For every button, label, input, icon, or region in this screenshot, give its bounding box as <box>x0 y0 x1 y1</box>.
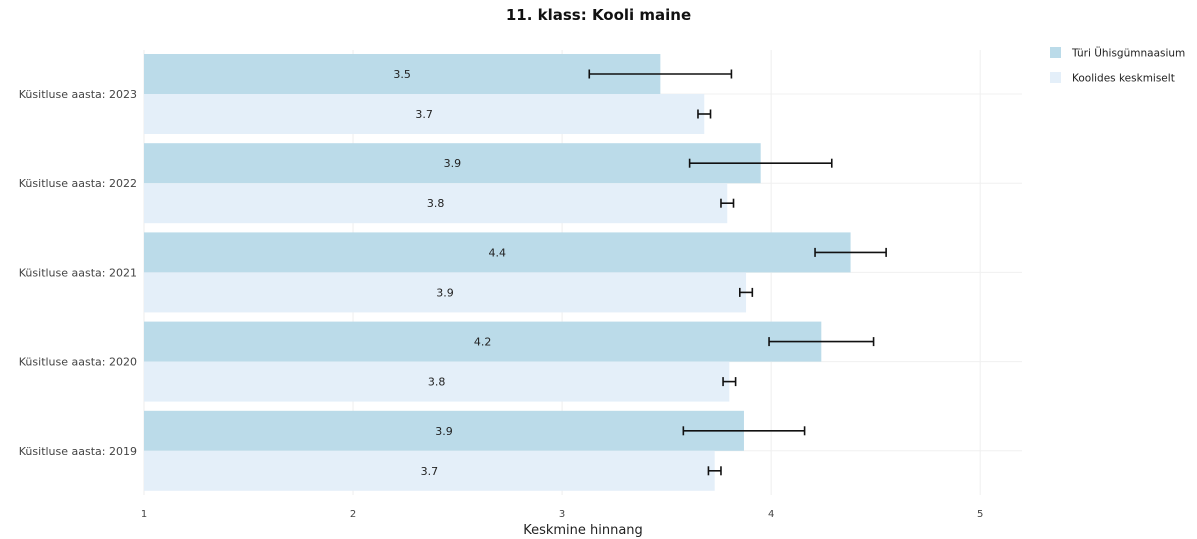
bar <box>144 232 851 273</box>
y-tick-label: Küsitluse aasta: 2022 <box>19 177 137 190</box>
bar <box>144 143 761 184</box>
x-tick-label: 5 <box>977 509 983 520</box>
data-label: 3.8 <box>427 197 445 210</box>
legend-swatch <box>1050 72 1061 83</box>
legend-swatch <box>1050 47 1061 58</box>
data-label: 3.7 <box>421 465 439 478</box>
bar <box>144 183 728 224</box>
data-label: 4.4 <box>489 246 507 259</box>
bar <box>144 272 747 313</box>
bar <box>144 410 744 451</box>
bar <box>144 54 661 94</box>
data-label: 3.5 <box>393 68 411 81</box>
data-label: 3.8 <box>428 376 446 389</box>
y-tick-label: Küsitluse aasta: 2021 <box>19 266 137 279</box>
data-label: 3.9 <box>444 157 462 170</box>
data-label: 3.9 <box>436 286 454 299</box>
bar <box>144 321 822 362</box>
chart-title: 11. klass: Kooli maine <box>505 6 692 24</box>
y-tick-label: Küsitluse aasta: 2019 <box>19 445 137 458</box>
y-tick-label: Küsitluse aasta: 2020 <box>19 356 137 369</box>
x-tick-label: 1 <box>141 509 147 520</box>
x-axis-label: Keskmine hinnang <box>523 523 643 538</box>
x-tick-label: 4 <box>768 509 774 520</box>
data-label: 3.7 <box>415 108 433 121</box>
bar <box>144 94 705 134</box>
data-label: 4.2 <box>474 336 492 349</box>
data-label: 3.9 <box>435 425 453 438</box>
x-tick-label: 3 <box>559 509 565 520</box>
y-tick-label: Küsitluse aasta: 2023 <box>19 88 137 101</box>
legend-label: Koolides keskmiselt <box>1072 73 1175 85</box>
legend-label: Türi Ühisgümnaasium <box>1071 47 1185 60</box>
x-tick-label: 2 <box>350 509 356 520</box>
bar <box>144 361 730 402</box>
bar <box>144 450 715 491</box>
